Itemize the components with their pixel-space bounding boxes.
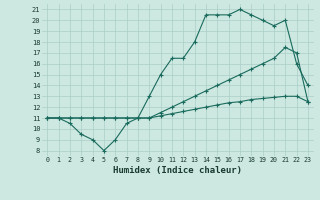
X-axis label: Humidex (Indice chaleur): Humidex (Indice chaleur) bbox=[113, 166, 242, 175]
